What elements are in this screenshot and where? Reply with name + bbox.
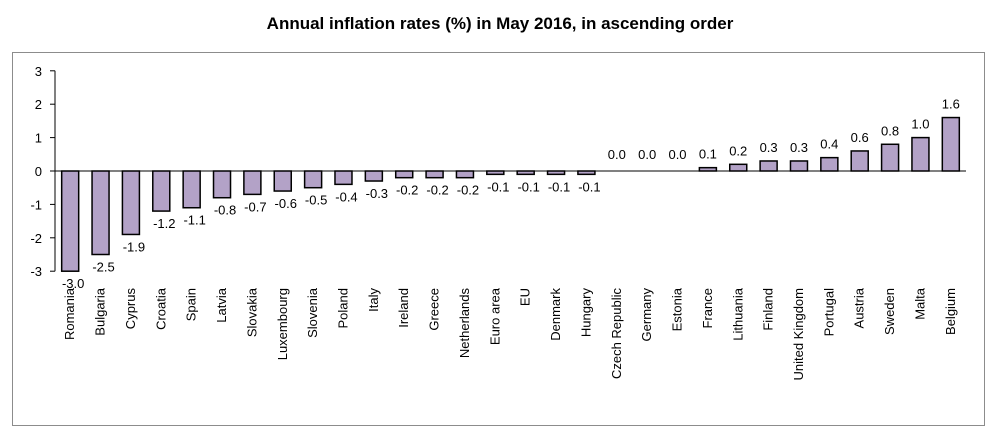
category-label: Lithuania bbox=[730, 287, 745, 341]
category-label: Luxembourg bbox=[275, 288, 290, 360]
y-tick-label: -3 bbox=[30, 264, 42, 279]
bar bbox=[91, 170, 110, 256]
y-tick-label: 0 bbox=[35, 164, 42, 179]
category-label: Portugal bbox=[821, 288, 836, 337]
data-label: -3.0 bbox=[62, 276, 84, 291]
bar bbox=[941, 116, 961, 172]
data-label: 0.1 bbox=[699, 147, 717, 162]
data-label: -0.3 bbox=[366, 186, 388, 201]
bar bbox=[577, 170, 596, 176]
data-label: -0.8 bbox=[214, 203, 236, 218]
data-label: 0.0 bbox=[638, 147, 656, 162]
data-label: -0.1 bbox=[548, 179, 570, 194]
bar bbox=[394, 170, 414, 179]
data-label: -1.2 bbox=[153, 216, 175, 231]
y-tick-label: 1 bbox=[35, 131, 42, 146]
data-label: -0.1 bbox=[517, 179, 539, 194]
y-tick-label: -1 bbox=[30, 197, 42, 212]
bar bbox=[212, 170, 232, 199]
data-label: -1.9 bbox=[123, 239, 145, 254]
data-label: -0.2 bbox=[426, 183, 448, 198]
bar bbox=[455, 170, 475, 179]
data-label: -0.1 bbox=[487, 179, 509, 194]
data-label: 0.0 bbox=[608, 147, 626, 162]
data-label: -0.2 bbox=[396, 183, 418, 198]
bar bbox=[425, 170, 444, 179]
category-label: EU bbox=[518, 288, 533, 306]
data-label: 0.3 bbox=[760, 140, 778, 155]
bar bbox=[486, 170, 505, 176]
category-label: France bbox=[700, 288, 715, 328]
bar bbox=[334, 170, 353, 186]
data-label: 0.4 bbox=[820, 137, 838, 152]
y-tick-label: 2 bbox=[35, 97, 42, 112]
data-label: 0.0 bbox=[668, 147, 686, 162]
category-label: Belgium bbox=[943, 288, 958, 335]
bar bbox=[152, 170, 171, 212]
category-label: Slovakia bbox=[244, 287, 259, 337]
bar bbox=[121, 170, 141, 236]
category-label: Estonia bbox=[670, 287, 685, 331]
bar bbox=[364, 170, 384, 182]
y-tick-label: -2 bbox=[30, 231, 42, 246]
bar bbox=[516, 170, 535, 176]
bar bbox=[60, 170, 80, 272]
category-label: Croatia bbox=[153, 287, 168, 330]
category-label: Romania bbox=[62, 287, 77, 340]
data-label: -0.5 bbox=[305, 193, 327, 208]
data-label: -0.7 bbox=[244, 199, 266, 214]
data-label: -2.5 bbox=[92, 260, 114, 275]
category-label: Poland bbox=[335, 288, 350, 328]
category-label: Italy bbox=[366, 288, 381, 312]
bar bbox=[243, 170, 262, 196]
bar bbox=[182, 170, 201, 209]
bar bbox=[698, 166, 718, 172]
y-tick-label: 3 bbox=[35, 64, 42, 79]
category-label: Greece bbox=[427, 288, 442, 331]
bar bbox=[303, 170, 323, 189]
data-label: 0.3 bbox=[790, 140, 808, 155]
category-label: Germany bbox=[639, 288, 654, 342]
bar bbox=[789, 160, 809, 172]
category-label: Netherlands bbox=[457, 288, 472, 359]
data-label: 1.0 bbox=[911, 117, 929, 132]
category-label: Euro area bbox=[487, 287, 502, 345]
chart-title: Annual inflation rates (%) in May 2016, … bbox=[266, 14, 734, 33]
category-label: Denmark bbox=[548, 288, 563, 341]
category-label: Austria bbox=[852, 287, 867, 328]
bar bbox=[911, 136, 930, 172]
bar bbox=[273, 170, 293, 192]
category-label: Ireland bbox=[396, 288, 411, 328]
data-label: 0.8 bbox=[881, 123, 899, 138]
chart-frame bbox=[12, 52, 985, 426]
category-label: Malta bbox=[912, 287, 927, 320]
bar bbox=[546, 170, 566, 176]
bar bbox=[820, 156, 839, 172]
data-label: -0.6 bbox=[275, 196, 297, 211]
category-label: Latvia bbox=[214, 287, 229, 322]
data-label: 1.6 bbox=[942, 97, 960, 112]
data-label: 0.2 bbox=[729, 143, 747, 158]
category-label: Finland bbox=[761, 288, 776, 331]
category-label: United Kingdom bbox=[791, 288, 806, 381]
category-label: Slovenia bbox=[305, 287, 320, 338]
category-label: Cyprus bbox=[123, 288, 138, 330]
data-label: -0.2 bbox=[457, 183, 479, 198]
category-label: Bulgaria bbox=[93, 287, 108, 335]
category-label: Czech Republic bbox=[609, 288, 624, 380]
bar bbox=[880, 143, 900, 172]
data-label: -0.4 bbox=[335, 189, 357, 204]
bar bbox=[728, 163, 748, 172]
bar bbox=[850, 150, 869, 172]
data-label: 0.6 bbox=[851, 130, 869, 145]
category-label: Sweden bbox=[882, 288, 897, 335]
category-label: Hungary bbox=[578, 288, 593, 338]
data-label: -0.1 bbox=[578, 179, 600, 194]
bar bbox=[759, 160, 778, 172]
category-label: Spain bbox=[184, 288, 199, 321]
data-label: -1.1 bbox=[183, 213, 205, 228]
